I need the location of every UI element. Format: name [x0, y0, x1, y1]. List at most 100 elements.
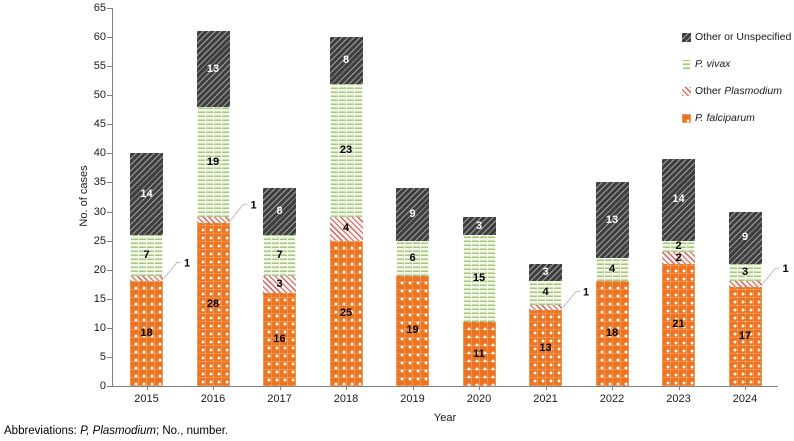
- y-axis-line: [112, 8, 113, 386]
- legend-swatch-vivax: [682, 59, 691, 69]
- y-tick-label: 35: [93, 176, 106, 189]
- y-tick: [107, 182, 112, 184]
- legend-label: Other or Unspecified: [695, 31, 792, 43]
- segment-value-label: 11: [473, 347, 485, 360]
- x-tick: [346, 387, 347, 390]
- segment-value-label: 4: [542, 286, 549, 299]
- segment-value-label: 8: [276, 205, 283, 218]
- y-tick: [107, 211, 112, 213]
- legend-swatch-plasmodium: [682, 86, 691, 96]
- legend-label: P. vivax: [695, 58, 730, 70]
- y-tick: [107, 37, 112, 39]
- bar-segment-vivax: 3: [728, 263, 762, 282]
- y-tick: [107, 327, 112, 329]
- bar-segment-other: 3: [462, 217, 496, 235]
- segment-value-label: 3: [741, 266, 749, 279]
- bar-segment-falciparum: 18: [130, 281, 163, 386]
- bar-segment-vivax: 15: [462, 234, 496, 323]
- x-tick: [479, 387, 480, 390]
- callout-value-label: 1: [583, 286, 589, 298]
- segment-value-label: 19: [406, 324, 419, 337]
- legend-label-italic: P. vivax: [695, 58, 731, 70]
- y-tick: [107, 356, 112, 358]
- bar-segment-other: 9: [728, 211, 762, 264]
- callout-leader-line: [163, 261, 181, 279]
- x-axis-line: [112, 386, 778, 387]
- x-tick-label: 2020: [466, 393, 492, 405]
- footnote: Abbreviations: P, Plasmodium; No., numbe…: [4, 425, 228, 437]
- segment-value-label: 17: [738, 330, 752, 343]
- x-tick-label: 2021: [533, 393, 558, 405]
- x-tick: [612, 387, 613, 390]
- bar-segment-plasmodium: [196, 217, 230, 224]
- x-axis-title: Year: [433, 412, 457, 424]
- segment-value-label: 4: [608, 263, 616, 276]
- x-tick-label: 2023: [666, 393, 691, 405]
- bar-segment-vivax: 4: [529, 281, 562, 305]
- y-tick: [107, 386, 112, 387]
- bar-segment-vivax: 7: [130, 234, 163, 276]
- legend-label-italic: P. falciparum: [695, 112, 755, 124]
- x-tick-label: 2017: [267, 393, 292, 405]
- y-tick: [107, 153, 112, 155]
- y-tick-label: 10: [93, 321, 106, 334]
- bar-segment-falciparum: 17: [728, 287, 762, 386]
- legend-swatch-other: [682, 32, 691, 42]
- segment-value-label: 14: [672, 193, 685, 206]
- y-tick-label: 55: [93, 60, 106, 73]
- x-tick: [545, 387, 547, 390]
- segment-value-label: 3: [276, 277, 283, 290]
- segment-value-label: 3: [542, 266, 549, 279]
- segment-value-label: 6: [409, 251, 416, 264]
- x-tick-label: 2016: [200, 393, 226, 405]
- callout-leader-line: [562, 290, 580, 308]
- bar-segment-other: 14: [662, 159, 695, 241]
- x-tick-label: 2018: [333, 393, 359, 405]
- bar-segment-plasmodium: [130, 275, 163, 282]
- y-tick-label: 60: [93, 31, 106, 44]
- bar-segment-other: 8: [329, 37, 363, 84]
- bar-segment-falciparum: 18: [595, 281, 629, 386]
- footnote-suffix: ; No., number.: [155, 425, 229, 437]
- bar-segment-vivax: 2: [662, 239, 695, 253]
- y-tick-label: 30: [93, 205, 106, 218]
- bar-segment-vivax: 19: [196, 106, 230, 218]
- segment-value-label: 3: [475, 219, 483, 232]
- legend-item-other: Other or Unspecified: [682, 31, 791, 43]
- bar-segment-falciparum: 21: [662, 263, 695, 386]
- y-tick-label: 45: [93, 118, 106, 131]
- y-tick-label: 15: [93, 292, 106, 305]
- segment-value-label: 18: [605, 327, 619, 340]
- x-tick: [745, 387, 746, 390]
- legend-label: P. falciparum: [695, 112, 755, 124]
- footnote-prefix: Abbreviations:: [4, 425, 81, 437]
- segment-value-label: 13: [206, 62, 220, 75]
- segment-value-label: 8: [342, 53, 350, 66]
- segment-value-label: 25: [339, 306, 353, 319]
- x-tick-label: 2024: [732, 393, 758, 405]
- segment-value-label: 16: [273, 332, 286, 345]
- x-tick: [279, 387, 281, 390]
- legend-item-falciparum: P. falciparum: [682, 112, 791, 124]
- y-tick-label: 5: [99, 350, 106, 363]
- y-tick: [107, 269, 112, 271]
- y-tick-label: 50: [93, 89, 106, 102]
- bar-segment-other: 14: [130, 153, 163, 235]
- bar-segment-vivax: 23: [329, 83, 363, 218]
- x-tick-label: 2019: [400, 393, 425, 405]
- segment-value-label: 21: [672, 318, 685, 331]
- segment-value-label: 2: [675, 239, 682, 252]
- bar-segment-falciparum: 25: [329, 240, 363, 386]
- segment-value-label: 4: [342, 222, 350, 235]
- bar-segment-vivax: 4: [595, 258, 629, 282]
- y-tick: [107, 66, 112, 68]
- x-tick: [213, 387, 214, 390]
- segment-value-label: 7: [143, 248, 150, 261]
- x-tick: [146, 387, 148, 390]
- y-tick: [107, 124, 112, 126]
- y-tick-label: 20: [93, 263, 106, 276]
- bar-segment-plasmodium: 3: [263, 275, 296, 293]
- segment-value-label: 2: [675, 251, 682, 264]
- y-tick: [107, 298, 112, 300]
